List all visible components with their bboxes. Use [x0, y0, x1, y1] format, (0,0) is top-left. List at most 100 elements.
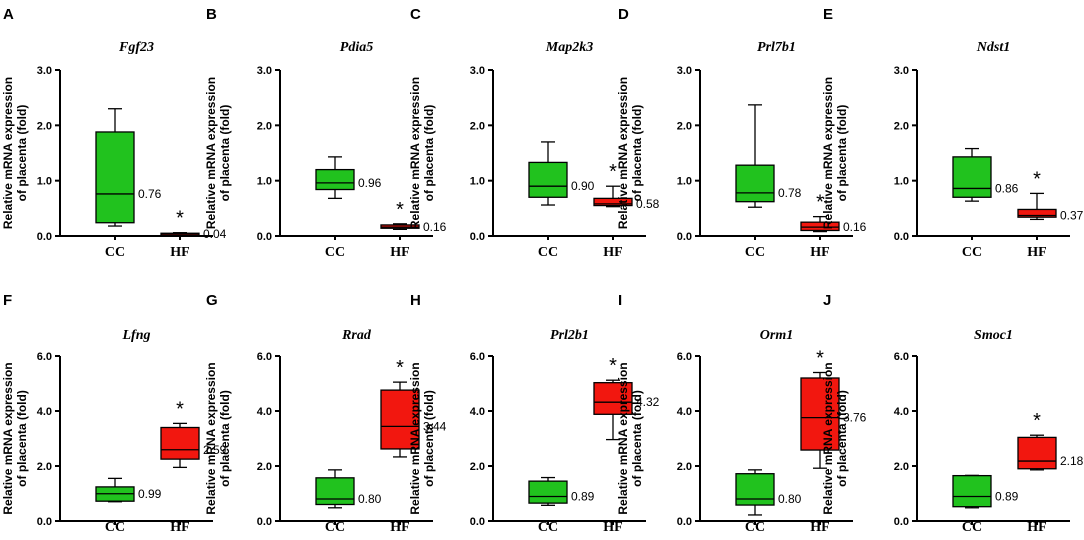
y-tick-label: 1.0 — [37, 176, 52, 188]
x-tick-label: CC — [105, 520, 125, 535]
y-tick-label: 0.0 — [470, 231, 485, 243]
y-tick-label: 1.0 — [470, 176, 485, 188]
y-axis-label: Relative mRNA expression — [821, 362, 835, 514]
y-tick-label: 0.0 — [894, 231, 909, 243]
x-tick-label: CC — [538, 245, 558, 260]
y-axis-label: Relative mRNA expression — [1, 362, 15, 514]
panel-letter: A — [3, 6, 14, 23]
gene-title: Rrad — [341, 328, 372, 343]
panel-letter: G — [206, 292, 218, 309]
y-tick-label: 2.0 — [894, 461, 909, 473]
panel-letter: E — [823, 6, 833, 23]
median-label: 0.78 — [778, 186, 802, 200]
y-tick-label: 0.0 — [257, 231, 272, 243]
panel-letter: H — [410, 292, 421, 309]
x-tick-label: HF — [603, 245, 622, 260]
significance-star: * — [1033, 410, 1041, 432]
y-axis-label: of placenta (fold) — [218, 390, 232, 487]
y-tick-label: 2.0 — [677, 461, 692, 473]
y-tick-label: 2.0 — [470, 461, 485, 473]
y-tick-label: 6.0 — [677, 351, 692, 363]
median-label: 0.80 — [778, 492, 802, 506]
gene-title: Pdia5 — [340, 40, 373, 55]
box-cc — [952, 474, 992, 508]
significance-star: * — [176, 398, 184, 420]
median-label: 0.58 — [636, 197, 660, 211]
gene-title: Fgf23 — [118, 40, 154, 55]
gene-title: Smoc1 — [974, 328, 1013, 343]
median-label: 0.04 — [203, 227, 227, 241]
gene-title: Prl2b1 — [550, 328, 589, 343]
y-tick-label: 4.0 — [894, 406, 909, 418]
panel-letter: F — [3, 292, 12, 309]
y-tick-label: 3.0 — [257, 65, 272, 77]
y-tick-label: 2.0 — [257, 120, 272, 132]
median-label: 0.80 — [358, 492, 382, 506]
box-hf — [800, 377, 840, 451]
y-tick-label: 0.0 — [894, 516, 909, 528]
x-tick-label: CC — [105, 245, 125, 260]
y-axis-label: Relative mRNA expression — [204, 77, 218, 229]
median-label: 0.86 — [995, 181, 1019, 195]
median-label: 2.18 — [1060, 454, 1084, 468]
y-tick-label: 4.0 — [677, 406, 692, 418]
median-label: 0.76 — [138, 187, 162, 201]
y-axis-label: of placenta (fold) — [218, 105, 232, 202]
median-label: 3.44 — [423, 419, 447, 433]
y-axis-label: Relative mRNA expression — [204, 362, 218, 514]
box-cc — [315, 168, 355, 191]
y-tick-label: 6.0 — [894, 351, 909, 363]
y-tick-label: 6.0 — [470, 351, 485, 363]
gene-title: Lfng — [122, 328, 151, 343]
y-tick-label: 2.0 — [677, 120, 692, 132]
median-label: 0.89 — [571, 490, 595, 504]
y-tick-label: 2.0 — [894, 120, 909, 132]
box-hf — [593, 197, 633, 207]
box-hf — [1017, 436, 1057, 470]
y-tick-label: 3.0 — [37, 65, 52, 77]
median-label: 4.32 — [636, 395, 660, 409]
gene-title: Prl7b1 — [757, 40, 796, 55]
y-tick-label: 2.0 — [37, 461, 52, 473]
x-tick-label: HF — [810, 520, 829, 535]
median-label: 0.90 — [571, 179, 595, 193]
gene-title: Map2k3 — [545, 40, 593, 55]
y-axis-label: of placenta (fold) — [630, 390, 644, 487]
y-tick-label: 3.0 — [470, 65, 485, 77]
panel-letter: I — [618, 292, 622, 309]
y-axis-label: Relative mRNA expression — [821, 77, 835, 229]
panel-j: J Smoc1 Relative mRNA expression of placent… — [821, 292, 1084, 535]
median-label: 0.89 — [995, 490, 1019, 504]
panel-letter: D — [618, 6, 629, 23]
y-axis-label: of placenta (fold) — [422, 390, 436, 487]
y-tick-label: 0.0 — [677, 231, 692, 243]
median-label: 0.99 — [138, 487, 162, 501]
y-tick-label: 0.0 — [257, 516, 272, 528]
median-label: 3.76 — [843, 411, 867, 425]
panel-letter: C — [410, 6, 421, 23]
median-label: 0.16 — [843, 220, 867, 234]
y-tick-label: 6.0 — [37, 351, 52, 363]
y-tick-label: 3.0 — [677, 65, 692, 77]
x-tick-label: CC — [745, 520, 765, 535]
x-tick-label: HF — [170, 245, 189, 260]
box-cc — [528, 480, 568, 504]
box-cc — [95, 131, 135, 224]
y-tick-label: 0.0 — [677, 516, 692, 528]
panel-e: E Ndst1 Relative mRNA expression of placent… — [821, 6, 1084, 260]
y-tick-label: 2.0 — [37, 120, 52, 132]
x-tick-label: HF — [390, 520, 409, 535]
significance-star: * — [396, 357, 404, 379]
y-axis-label: of placenta (fold) — [630, 105, 644, 202]
x-tick-label: HF — [390, 245, 409, 260]
x-tick-label: CC — [325, 245, 345, 260]
y-tick-label: 2.0 — [470, 120, 485, 132]
y-tick-label: 1.0 — [677, 176, 692, 188]
